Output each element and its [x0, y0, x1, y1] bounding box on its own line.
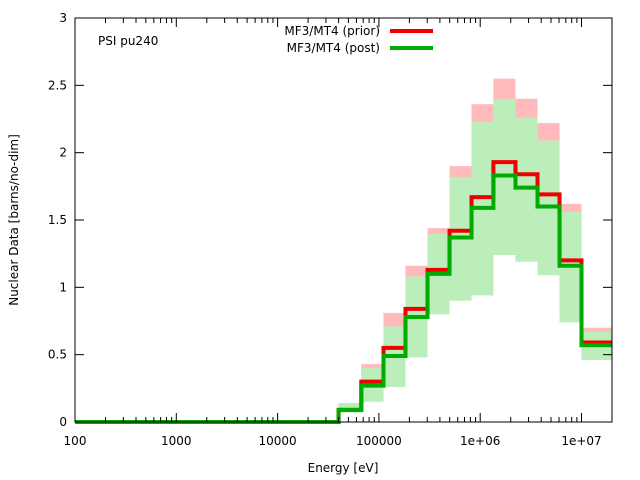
y-tick-label: 0.5	[48, 348, 67, 362]
band-post-bin-9	[515, 117, 538, 262]
x-tick-label: 100000	[356, 434, 402, 448]
y-tick-label: 2.5	[48, 78, 67, 92]
x-tick-label: 1000	[161, 434, 192, 448]
uncertainty-bands	[338, 78, 612, 413]
x-tick-label: 100	[64, 434, 87, 448]
series-line-post	[75, 173, 612, 424]
series-line-prior	[75, 160, 612, 424]
y-tick-label: 3	[59, 11, 67, 25]
x-tick-label: 1e+06	[460, 434, 500, 448]
x-tick-label: 10000	[259, 434, 297, 448]
y-axis-label: Nuclear Data [barns/no-dim]	[7, 134, 21, 306]
y-axis: 0 0.5 1 1.5 2 2.5 3	[48, 11, 612, 429]
legend-label-prior: MF3/MT4 (prior)	[284, 24, 380, 38]
series-lines	[75, 160, 612, 424]
annotation: PSI pu240	[98, 34, 158, 48]
x-tick-label: 1e+07	[561, 434, 601, 448]
band-post-bin-1	[338, 403, 362, 413]
y-tick-label: 2	[59, 146, 67, 160]
x-axis-label: Energy [eV]	[308, 461, 379, 475]
y-tick-label: 1.5	[48, 213, 67, 227]
x-axis: 100 1000 10000 100000 1e+06 1e+07	[64, 18, 613, 448]
y-tick-label: 0	[59, 415, 67, 429]
legend-label-post: MF3/MT4 (post)	[287, 41, 380, 55]
legend: MF3/MT4 (prior) MF3/MT4 (post)	[284, 24, 433, 55]
y-tick-label: 1	[59, 280, 67, 294]
